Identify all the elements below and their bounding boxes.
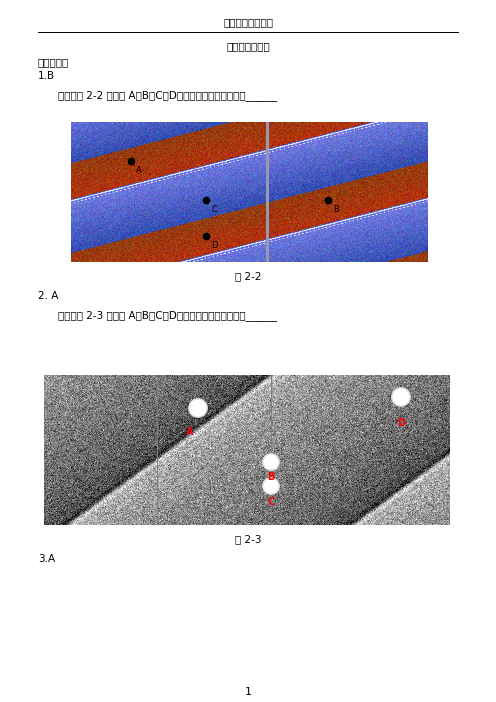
Text: A: A (136, 166, 142, 175)
Text: 1: 1 (245, 687, 251, 697)
Text: D: D (211, 241, 218, 250)
Text: C: C (211, 205, 217, 214)
Text: 图 2-2: 图 2-2 (235, 271, 261, 281)
Circle shape (263, 454, 279, 470)
Circle shape (392, 388, 410, 406)
Text: 3.A: 3.A (38, 554, 55, 564)
Text: 试指出图 2-3 剖面上 A、B、C、D四个同相轴中的削截面。______: 试指出图 2-3 剖面上 A、B、C、D四个同相轴中的削截面。______ (58, 310, 277, 322)
Text: 图 2-3: 图 2-3 (235, 534, 261, 544)
Text: 地震资料地质解释: 地震资料地质解释 (223, 17, 273, 27)
Text: 第一次在线作业: 第一次在线作业 (226, 41, 270, 51)
Text: 试指出图 2-2 剖面上 A、B、C、D四个同相轴中的削截面。______: 试指出图 2-2 剖面上 A、B、C、D四个同相轴中的削截面。______ (58, 91, 277, 102)
Text: 1.B: 1.B (38, 71, 55, 81)
Text: B: B (267, 472, 275, 482)
Text: C: C (267, 497, 275, 507)
Text: B: B (333, 205, 339, 214)
Text: D: D (397, 418, 405, 428)
Circle shape (189, 399, 207, 417)
Text: 一、单选题: 一、单选题 (38, 57, 69, 67)
Text: 2. A: 2. A (38, 291, 59, 301)
Text: A: A (186, 427, 194, 437)
Circle shape (263, 478, 279, 494)
